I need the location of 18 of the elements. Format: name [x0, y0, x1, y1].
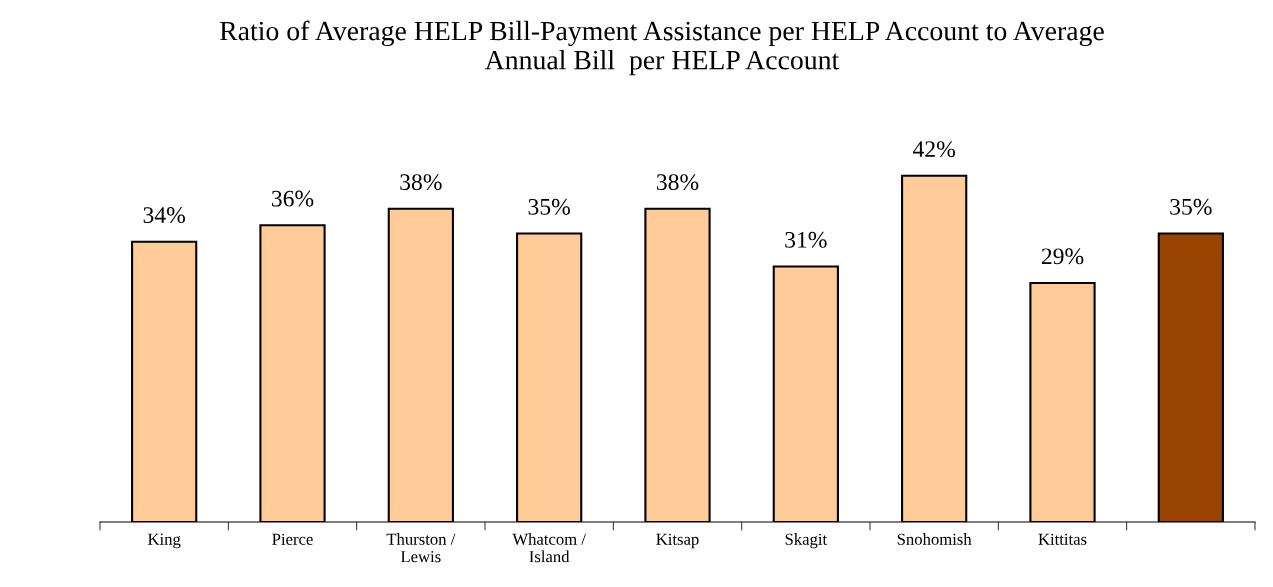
x-tick-label: Kittitas — [1038, 533, 1087, 545]
data-label: 42% — [912, 141, 955, 158]
x-tick-label: Whatcom / Island — [512, 533, 586, 563]
data-label: 31% — [785, 231, 827, 248]
data-label: 36% — [271, 190, 314, 207]
x-tick-label: Kitsap — [656, 533, 699, 549]
data-label: 35% — [1170, 198, 1212, 215]
x-tick-label: Snohomish — [897, 533, 972, 545]
x-tick-label: Pierce — [272, 533, 313, 545]
data-label: 38% — [400, 174, 442, 191]
x-tick-label: Thurston / Lewis — [386, 533, 456, 563]
data-label: 38% — [656, 174, 699, 191]
x-tick-label: Skagit — [785, 533, 828, 549]
x-tick-label: King — [147, 533, 181, 549]
data-label: 29% — [1041, 248, 1084, 265]
data-label: 35% — [528, 198, 570, 215]
data-label: 34% — [143, 207, 185, 224]
chart-title: Ratio of Average HELP Bill-Payment Assistance per HELP Account to Average Annual Bill per HELP Account — [219, 20, 1104, 76]
